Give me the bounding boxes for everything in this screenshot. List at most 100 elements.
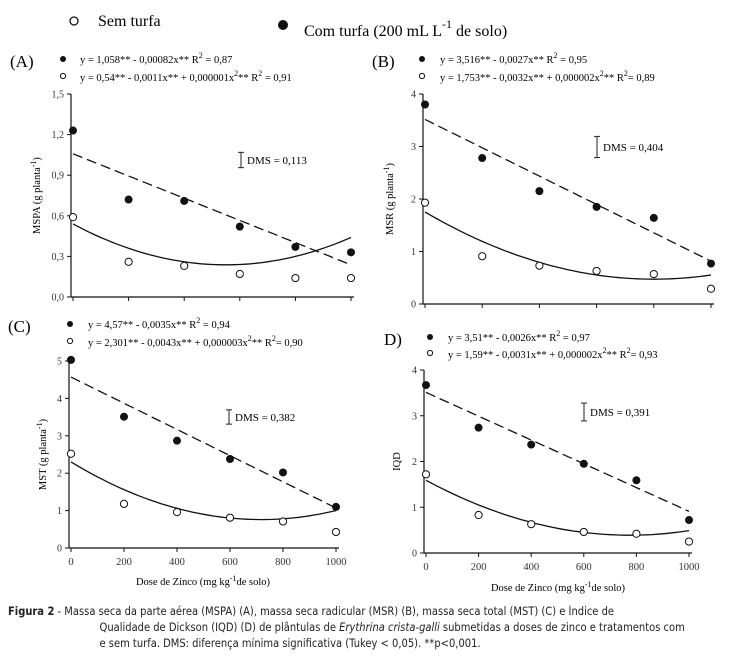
- y-tick-label: 0: [57, 544, 62, 555]
- caption-line-1: Figura 2 - Massa seca da parte aérea (MS…: [8, 604, 738, 620]
- equation-r2: = 0,91: [262, 73, 292, 84]
- data-point-sem-turfa: [235, 269, 244, 279]
- data-point-sem-turfa: [225, 513, 235, 522]
- panel-label: (C): [8, 317, 31, 336]
- x-axis-title-c-text: Dose de Zinco (mg kg: [136, 577, 231, 588]
- y-axis-title-text: MSPA (g planta: [32, 167, 43, 234]
- equation-com-turfa: y = 4,57** - 0,0035x** R2 = 0,94: [88, 316, 231, 331]
- x-tick-label: 400: [523, 562, 539, 573]
- data-point-sem-turfa: [527, 520, 536, 529]
- x-tick-label: 1000: [326, 557, 347, 568]
- equation-r2: = 0,89: [628, 73, 655, 84]
- equation-open-marker: [426, 349, 434, 357]
- y-tick-label: 3: [411, 142, 416, 153]
- data-point-sem-turfa: [421, 470, 431, 479]
- equation-open-marker: [59, 72, 67, 80]
- equation-sup: 2: [602, 346, 606, 355]
- data-point-com-turfa: [707, 259, 715, 268]
- y-axis-title: MSPA (g planta-1): [29, 157, 43, 234]
- equation-r2: = 0,94: [200, 320, 230, 331]
- y-axis-title-text: IQD: [392, 452, 403, 471]
- x-axis-title-d-suffix: de solo): [592, 583, 626, 594]
- data-point-sem-turfa: [124, 257, 133, 266]
- data-point-sem-turfa: [172, 507, 182, 517]
- equation-tail: ** R: [238, 73, 258, 84]
- equation-r2: = 0,87: [203, 55, 233, 66]
- equation-open-marker: [418, 72, 426, 80]
- y-axis-title: MST (g planta-1): [35, 418, 49, 490]
- equation-com-turfa: y = 3,51** - 0,0026x** R2 = 0,97: [448, 329, 590, 344]
- caption-line-3-text: e sem turfa. DMS: diferença mínima signi…: [99, 637, 481, 650]
- dms-label: DMS = 0,391: [590, 407, 650, 419]
- caption-species: Erythrina crista-galli: [339, 621, 440, 634]
- data-point-sem-turfa: [535, 261, 544, 270]
- equation-text: y = 4,57** - 0,0035x** R: [88, 320, 196, 331]
- equation-sup: 2: [556, 329, 560, 338]
- equation-tail: ** R: [606, 350, 626, 361]
- caption-line-2: Qualidade de Dickson (IQD) (D) de plântu…: [8, 620, 738, 636]
- y-tick-label: 2: [57, 469, 62, 480]
- caption-line-2b: submetidas a doses de zinco e tratamento…: [439, 621, 685, 634]
- y-tick-label: 2: [411, 195, 416, 206]
- y-tick-label: 0,0: [52, 293, 65, 304]
- equation-filled-marker: [419, 56, 425, 62]
- x-axis-title-d: Dose de Zinco (mg kg-1de solo): [491, 580, 626, 594]
- data-point-com-turfa: [478, 154, 487, 163]
- data-point-sem-turfa: [291, 273, 300, 283]
- x-tick-label: 600: [222, 557, 238, 568]
- legend-filled-label-suffix: de solo): [452, 23, 507, 40]
- data-point-sem-turfa: [632, 529, 641, 538]
- data-point-com-turfa: [173, 436, 181, 445]
- equation-filled-marker: [67, 321, 73, 327]
- equation-tail: ** R: [252, 338, 272, 349]
- y-axis-title-suffix: ): [32, 157, 43, 161]
- equation-sup: 2: [199, 51, 203, 60]
- y-axis-title-sup: -1: [35, 422, 44, 429]
- y-tick-label: 5: [57, 357, 62, 368]
- y-tick-label: 1,2: [52, 130, 65, 141]
- data-point-com-turfa: [535, 187, 544, 196]
- y-axis-title-sup: -1: [29, 161, 38, 168]
- fit-line-sem-turfa: [425, 479, 690, 536]
- data-point-sem-turfa: [119, 499, 129, 508]
- data-point-com-turfa: [632, 476, 641, 485]
- y-tick-label: 3: [412, 411, 417, 422]
- legend-filled-label-text: Com turfa (200 mL L: [304, 23, 442, 40]
- fit-line-com-turfa: [424, 118, 712, 262]
- y-axis-title-sup: -1: [382, 166, 391, 173]
- equation-com-turfa: y = 1,058** - 0,00082x** R2 = 0,87: [80, 51, 232, 66]
- equation-com-turfa: y = 3,516** - 0,0027x** R2 = 0,95: [440, 51, 587, 66]
- equation-r2: = 0,90: [276, 338, 303, 349]
- equation-text: y = 1,59** - 0,0031x** + 0,000002x: [448, 350, 603, 361]
- data-point-com-turfa: [180, 196, 189, 205]
- data-point-sem-turfa: [684, 537, 694, 546]
- y-tick-label: 0,9: [52, 171, 65, 182]
- x-axis-title-d-sup: -1: [585, 580, 592, 589]
- data-point-sem-turfa: [592, 266, 601, 276]
- y-tick-label: 0: [411, 300, 416, 311]
- equation-text: y = 3,51** - 0,0026x** R: [448, 333, 556, 344]
- chart-panel-a: (A) y = 1,058** - 0,00082x** R2 = 0,87 y =…: [10, 51, 356, 304]
- y-axis-title-suffix: ): [38, 418, 49, 422]
- dms-label: DMS = 0,404: [603, 142, 664, 154]
- fit-line-com-turfa: [70, 376, 337, 509]
- data-point-com-turfa: [279, 468, 287, 477]
- equation-filled-marker: [427, 334, 433, 340]
- data-point-sem-turfa: [68, 213, 78, 222]
- x-axis-title-c-sup: -1: [230, 574, 237, 583]
- chart-panel-b: (B) y = 3,516** - 0,0027x** R2 = 0,95y = …: [372, 51, 716, 311]
- y-tick-label: 2: [412, 457, 417, 468]
- panel-label: (A): [10, 52, 34, 71]
- x-tick-label: 400: [169, 557, 185, 568]
- equation-sem-turfa: y = 1,753** - 0,0032x** + 0,000002x2** R…: [440, 69, 655, 84]
- equation-r2: = 0,97: [560, 333, 590, 344]
- data-point-sem-turfa: [278, 517, 288, 526]
- y-tick-label: 3: [57, 431, 62, 442]
- y-tick-label: 4: [412, 366, 417, 377]
- y-tick-label: 4: [57, 394, 62, 405]
- equation-open-marker: [66, 337, 74, 345]
- caption-line-3: e sem turfa. DMS: diferença mínima signi…: [8, 636, 738, 652]
- data-point-com-turfa: [527, 440, 536, 449]
- data-point-sem-turfa: [420, 198, 430, 207]
- equation-sem-turfa: y = 0,54** - 0,0011x** + 0,000001x2** R2…: [80, 69, 292, 84]
